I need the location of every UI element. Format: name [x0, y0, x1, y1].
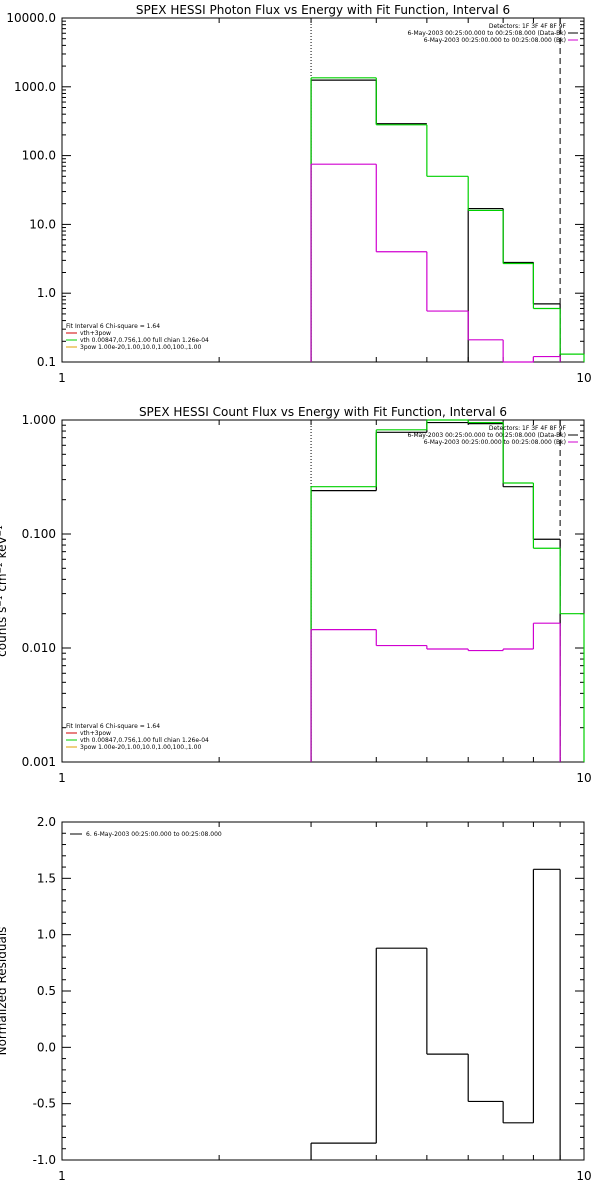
x-tick-label: 1 — [58, 771, 66, 785]
y-tick-label: 1.0 — [37, 928, 56, 942]
y-tick-label: 0.001 — [22, 755, 56, 769]
chart-title: SPEX HESSI Photon Flux vs Energy with Fi… — [136, 3, 510, 17]
y-tick-label: 1000.0 — [14, 80, 56, 94]
legend-entry: Detectors: 1F 3F 4F 8F 9F — [489, 23, 567, 30]
y-axis-label: counts s⁻¹ cm⁻² keV⁻¹ — [0, 525, 9, 657]
y-tick-label: -1.0 — [33, 1153, 56, 1167]
y-tick-label: 0.1 — [37, 355, 56, 369]
legend-entry: 6-May-2003 00:25:00.000 to 00:25:08.000 … — [424, 37, 566, 44]
x-tick-label: 1 — [58, 371, 66, 385]
y-tick-label: -0.5 — [33, 1097, 56, 1111]
legend-entry: 6. 6-May-2003 00:25:00.000 to 00:25:08.0… — [86, 831, 222, 838]
chart-title: SPEX HESSI Count Flux vs Energy with Fit… — [139, 405, 507, 419]
y-tick-label: 2.0 — [37, 815, 56, 829]
y-tick-label: 1.000 — [22, 413, 56, 427]
legend-entry: vth+3pow — [80, 330, 111, 337]
y-tick-label: 100.0 — [22, 149, 56, 163]
x-tick-label: 10 — [576, 771, 591, 785]
y-tick-label: 0.100 — [22, 527, 56, 541]
legend-entry: vth+3pow — [80, 730, 111, 737]
x-tick-label: 10 — [576, 371, 591, 385]
plot-frame — [61, 17, 585, 363]
legend-entry: vth 0.00847,0.756,1.00 full chian 1.26e-… — [80, 737, 209, 744]
legend-entry: 6-May-2003 00:25:00.000 to 00:25:08.000 … — [407, 432, 566, 439]
legend-entry: Fit Interval 6 Chi-square = 1.64 — [66, 323, 160, 330]
x-tick-label: 10 — [576, 1169, 591, 1183]
y-tick-label: 1.0 — [37, 286, 56, 300]
y-axis-label: Normalized Residuals — [0, 927, 9, 1056]
legend-entry: Fit Interval 6 Chi-square = 1.64 — [66, 723, 160, 730]
legend-entry: 6-May-2003 00:25:00.000 to 00:25:08.000 … — [424, 439, 566, 446]
y-tick-label: 0.5 — [37, 984, 56, 998]
plot-frame — [61, 419, 585, 763]
legend-entry: 6-May-2003 00:25:00.000 to 00:25:08.000 … — [407, 30, 566, 37]
y-tick-label: 1.5 — [37, 871, 56, 885]
y-tick-label: 0.010 — [22, 641, 56, 655]
legend-entry: 3pow 1.00e-20,1.00,10.0,1.00,100.,1.00 — [80, 744, 201, 751]
legend-entry: Detectors: 1F 3F 4F 8F 9F — [489, 425, 567, 432]
y-tick-label: 0.0 — [37, 1040, 56, 1054]
x-tick-label: 1 — [58, 1169, 66, 1183]
plot-frame — [61, 821, 585, 1161]
legend-entry: 3pow 1.00e-20,1.00,10.0,1.00,100.,1.00 — [80, 344, 201, 351]
y-tick-label: 10.0 — [29, 217, 56, 231]
y-tick-label: 10000.0 — [6, 11, 56, 25]
legend-entry: vth 0.00847,0.756,1.00 full chian 1.26e-… — [80, 337, 209, 344]
